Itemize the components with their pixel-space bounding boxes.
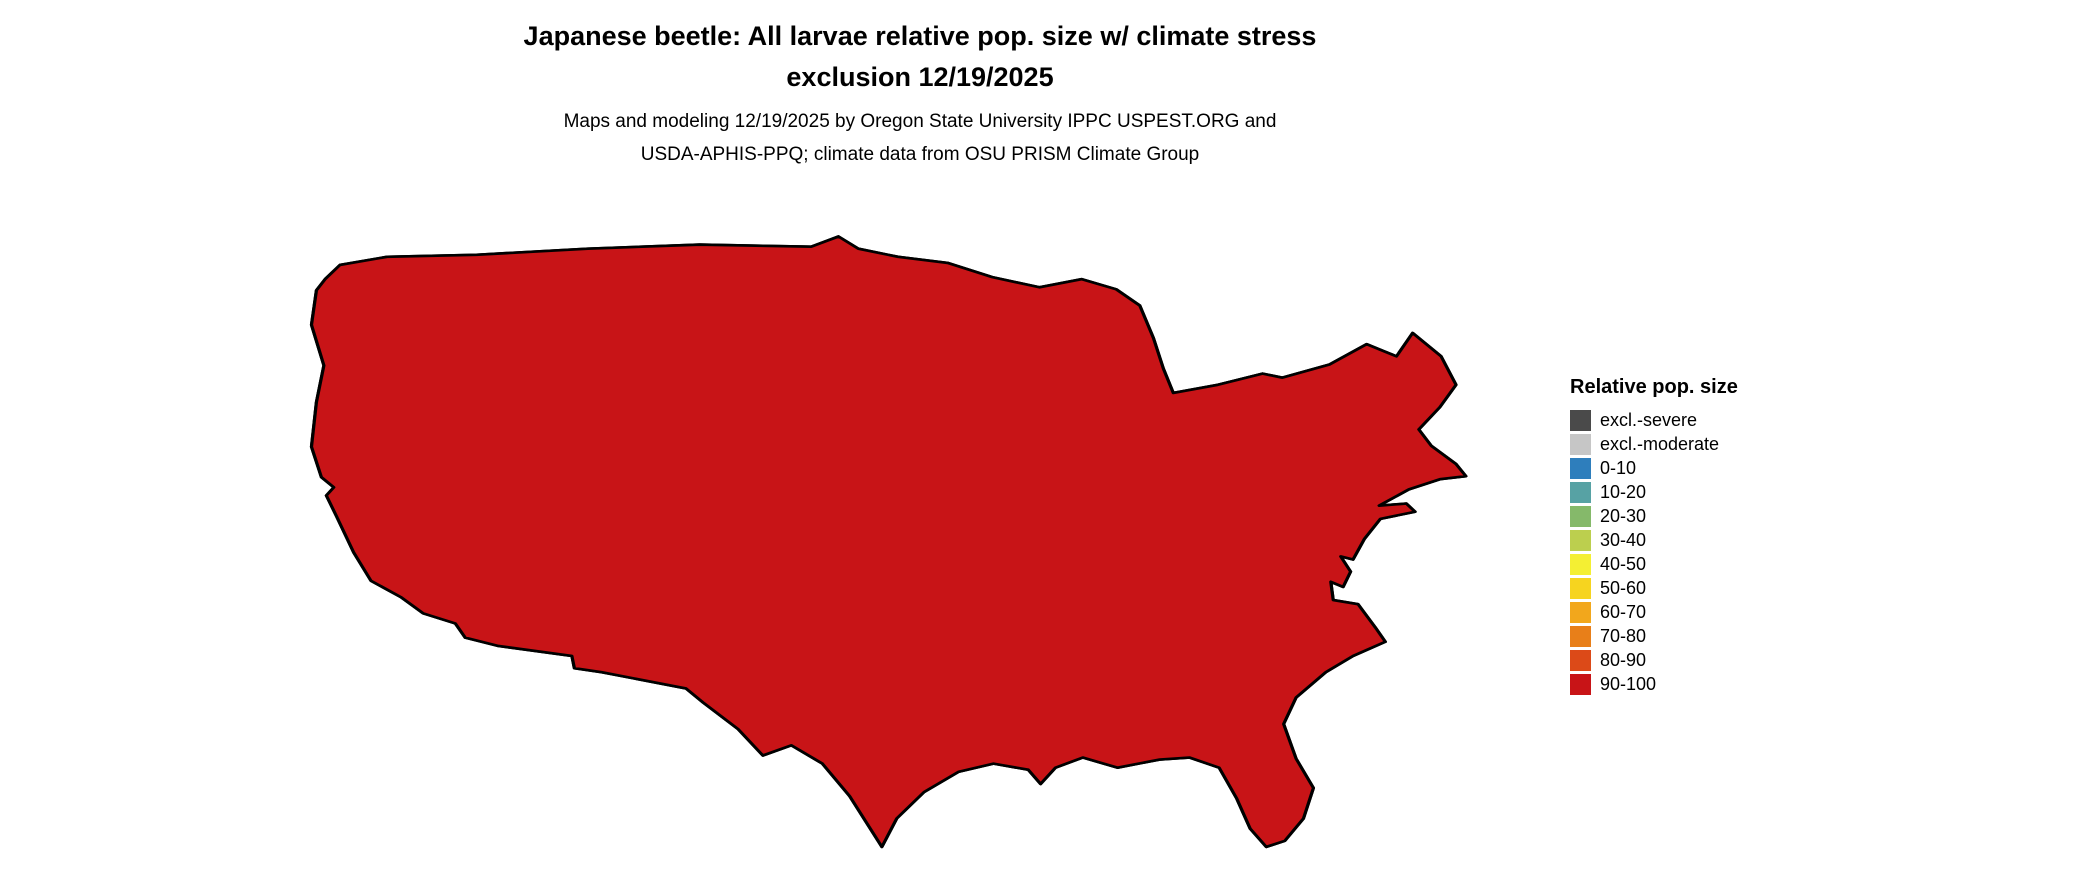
legend-label: 90-100 [1600,674,1657,694]
legend-entry: 60-70 [1570,602,1830,623]
legend-label: 40-50 [1600,554,1647,574]
legend-label: 0-10 [1600,458,1637,478]
legend-swatch [1570,578,1591,599]
legend-entry: 40-50 [1570,554,1830,575]
legend-entry: 20-30 [1570,506,1830,527]
legend-swatch [1570,434,1591,455]
figure-subtitle-line2: USDA-APHIS-PPQ; climate data from OSU PR… [640,143,1200,165]
legend-swatch [1570,410,1591,431]
legend-entry: excl.-moderate [1570,434,1830,455]
legend-label: 60-70 [1600,602,1647,622]
us-map-svg [309,234,1468,849]
legend-swatch [1570,554,1591,575]
legend-swatch [1570,506,1591,527]
figure-subtitle-line1: Maps and modeling 12/19/2025 by Oregon S… [563,111,1277,132]
legend-label: 10-20 [1600,482,1647,502]
legend-entry: 90-100 [1570,674,1830,695]
legend-entry: excl.-severe [1570,410,1830,431]
legend-swatch [1570,458,1591,479]
legend-swatch [1570,602,1591,623]
legend-entry: 70-80 [1570,626,1830,647]
legend-swatch [1570,626,1591,647]
figure-subtitle: Maps and modeling 12/19/2025 by Oregon S… [0,106,1840,171]
legend-entry: 50-60 [1570,578,1830,599]
legend-label: 30-40 [1600,530,1647,550]
legend-label: excl.-severe [1600,410,1698,430]
legend-label: 20-30 [1600,506,1647,526]
legend-entry: 10-20 [1570,482,1830,503]
legend-entry: 30-40 [1570,530,1830,551]
legend-swatch [1570,650,1591,671]
legend-label: excl.-moderate [1600,434,1720,454]
figure-title-line1: Japanese beetle: All larvae relative pop… [523,21,1317,51]
legend-label: 70-80 [1600,626,1647,646]
legend: Relative pop. size excl.-severe excl.-mod… [1570,376,1830,698]
legend-swatch [1570,674,1591,695]
legend-entries: excl.-severe excl.-moderate 0-10 10-20 20-30… [1570,410,1830,695]
legend-title: Relative pop. size [1570,376,1738,398]
legend-swatch [1570,530,1591,551]
us-choropleth-map [278,204,1518,854]
figure-title: Japanese beetle: All larvae relative pop… [0,16,1840,97]
legend-label: 80-90 [1600,650,1647,670]
legend-entry: 80-90 [1570,650,1830,671]
legend-swatch [1570,482,1591,503]
legend-entry: 0-10 [1570,458,1830,479]
figure-header: Japanese beetle: All larvae relative pop… [0,16,1840,171]
figure-title-line2: exclusion 12/19/2025 [786,61,1054,92]
legend-label: 50-60 [1600,578,1647,598]
us-outline-stroke [309,234,1468,849]
